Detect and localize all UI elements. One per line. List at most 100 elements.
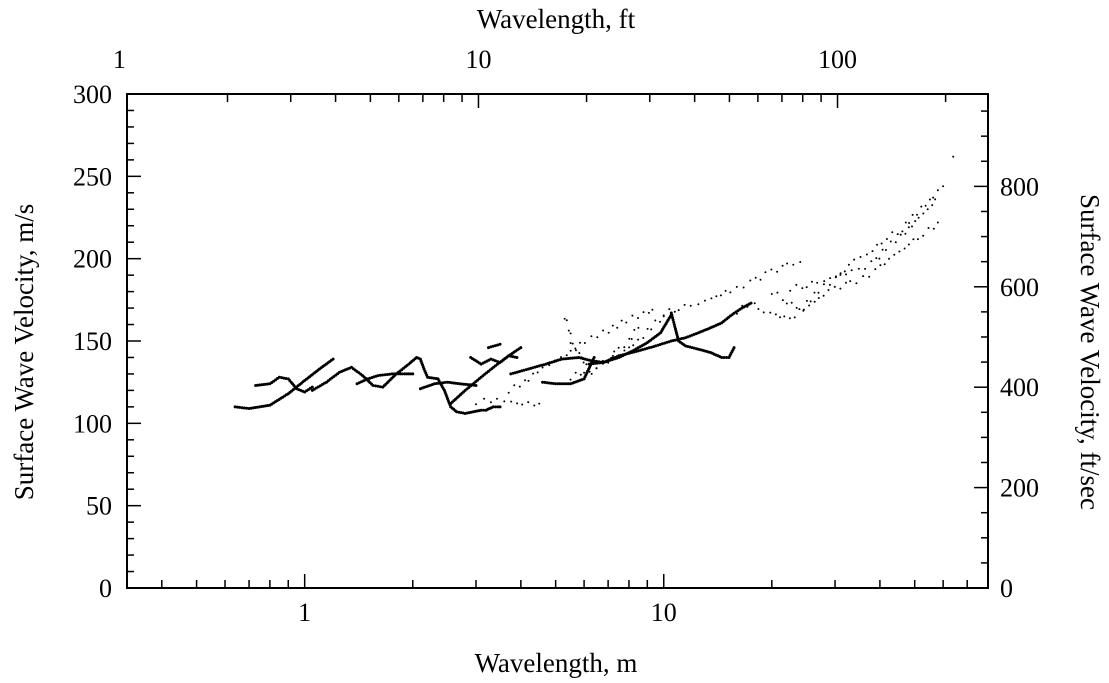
y-axis-title-left: Surface Wave Velocity, m/s bbox=[9, 204, 39, 501]
data-point bbox=[611, 354, 614, 357]
data-point bbox=[823, 280, 826, 283]
x-axis-title-top: Wavelength, ft bbox=[477, 4, 636, 34]
data-point bbox=[613, 350, 616, 353]
data-point bbox=[662, 314, 665, 317]
data-point bbox=[816, 281, 819, 284]
data-point bbox=[388, 372, 392, 376]
x-tick-label-bottom: 10 bbox=[651, 598, 677, 627]
y-tick-label-left: 0 bbox=[99, 574, 112, 603]
data-point bbox=[805, 286, 808, 289]
data-point bbox=[235, 405, 239, 409]
data-point bbox=[567, 329, 570, 332]
data-point bbox=[904, 221, 907, 224]
data-point bbox=[642, 311, 645, 314]
data-point bbox=[503, 400, 506, 403]
data-point bbox=[524, 379, 526, 382]
data-point bbox=[374, 384, 377, 388]
data-point bbox=[536, 371, 539, 374]
data-point bbox=[518, 385, 521, 388]
data-point bbox=[245, 406, 249, 410]
series-23 bbox=[952, 155, 955, 158]
data-point bbox=[790, 301, 793, 304]
data-point bbox=[507, 391, 510, 394]
data-point bbox=[510, 400, 513, 403]
data-point bbox=[770, 293, 773, 295]
data-point bbox=[859, 256, 862, 258]
data-point bbox=[498, 342, 502, 346]
data-point bbox=[916, 238, 919, 241]
data-point bbox=[927, 227, 930, 229]
data-point bbox=[899, 233, 902, 236]
data-point bbox=[849, 280, 852, 283]
data-point bbox=[233, 405, 237, 409]
data-point bbox=[482, 408, 486, 412]
data-point bbox=[736, 312, 738, 315]
data-point bbox=[310, 385, 314, 389]
data-point bbox=[532, 372, 535, 375]
data-point bbox=[720, 356, 724, 359]
data-point bbox=[883, 263, 886, 266]
data-point bbox=[729, 291, 732, 294]
data-point bbox=[411, 372, 415, 376]
y-axis-title-right: Surface Wave Velocity, ft/sec bbox=[1075, 194, 1105, 510]
data-point bbox=[394, 372, 398, 376]
data-point bbox=[799, 260, 802, 263]
data-point bbox=[513, 384, 516, 387]
series-14 bbox=[475, 397, 541, 407]
data-point bbox=[862, 275, 865, 278]
data-point bbox=[642, 337, 645, 339]
data-point bbox=[931, 204, 934, 207]
series-22 bbox=[789, 198, 937, 292]
data-point bbox=[888, 257, 890, 260]
data-point bbox=[793, 316, 796, 319]
data-point bbox=[774, 313, 777, 316]
data-point bbox=[779, 316, 781, 319]
y-tick-label-right: 0 bbox=[1000, 574, 1013, 603]
data-point bbox=[385, 373, 389, 376]
series-20 bbox=[736, 185, 945, 320]
data-point bbox=[828, 283, 831, 286]
data-point bbox=[880, 242, 883, 245]
data-point bbox=[725, 356, 729, 359]
data-point bbox=[785, 302, 788, 305]
x-tick-label-top: 1 bbox=[113, 45, 126, 74]
data-point bbox=[878, 257, 881, 260]
data-point bbox=[907, 243, 910, 246]
y-tick-label-right: 200 bbox=[1000, 474, 1039, 503]
data-point bbox=[549, 381, 553, 385]
data-point bbox=[715, 295, 718, 298]
data-point bbox=[835, 275, 837, 278]
data-point bbox=[602, 359, 604, 362]
data-point bbox=[724, 289, 727, 292]
data-point bbox=[396, 372, 400, 376]
data-point bbox=[749, 279, 752, 282]
data-point bbox=[885, 249, 887, 251]
data-point bbox=[554, 382, 558, 386]
data-point bbox=[623, 349, 626, 352]
data-point bbox=[376, 374, 380, 378]
data-point bbox=[932, 227, 935, 230]
data-point bbox=[776, 270, 779, 273]
data-point bbox=[565, 354, 568, 357]
data-point bbox=[805, 299, 808, 302]
data-point bbox=[390, 372, 394, 376]
data-point bbox=[912, 238, 915, 241]
data-point bbox=[378, 385, 382, 389]
data-point bbox=[870, 260, 873, 263]
series-18 bbox=[595, 315, 665, 370]
data-point bbox=[582, 361, 585, 364]
data-point bbox=[789, 289, 792, 292]
series-6 bbox=[436, 377, 502, 415]
data-point bbox=[630, 338, 633, 340]
data-point bbox=[802, 309, 805, 312]
data-point bbox=[654, 319, 657, 322]
data-point bbox=[558, 382, 562, 386]
data-point bbox=[331, 357, 335, 361]
data-point bbox=[936, 221, 939, 224]
data-point bbox=[563, 317, 566, 320]
data-point bbox=[922, 212, 925, 215]
data-point bbox=[284, 377, 288, 380]
x-tick-label-top: 10 bbox=[465, 45, 491, 74]
data-point bbox=[527, 401, 530, 404]
data-point bbox=[671, 316, 674, 320]
